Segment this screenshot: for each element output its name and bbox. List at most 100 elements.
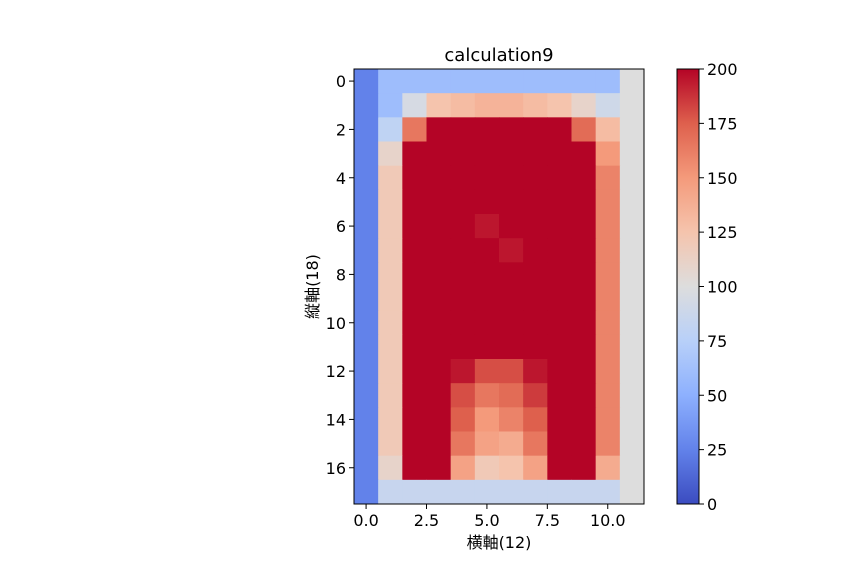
heatmap-cell xyxy=(619,93,645,118)
heatmap-cell xyxy=(354,165,379,191)
heatmap-cell xyxy=(523,117,548,142)
heatmap-cell xyxy=(402,479,427,505)
heatmap-cell xyxy=(571,93,597,118)
heatmap-cell xyxy=(523,383,548,408)
x-tick-label: 7.5 xyxy=(535,511,560,530)
heatmap-cell xyxy=(354,431,379,457)
heatmap-cell xyxy=(619,479,645,505)
heatmap-cell xyxy=(571,334,597,360)
heatmap-cell xyxy=(426,141,452,167)
heatmap-cell xyxy=(619,431,645,457)
heatmap-cell xyxy=(499,310,524,336)
heatmap-cell xyxy=(619,455,645,481)
heatmap-cell xyxy=(571,141,597,167)
heatmap-cell xyxy=(499,141,524,167)
heatmap-cell xyxy=(571,165,597,191)
heatmap-cell xyxy=(619,334,645,360)
heatmap-cell xyxy=(499,286,524,312)
heatmap-cell xyxy=(523,479,548,505)
heatmap-cell xyxy=(402,455,427,481)
heatmap-cell xyxy=(426,117,452,142)
heatmap-cell xyxy=(402,431,427,457)
heatmap-cell xyxy=(523,69,548,94)
heatmap-cell xyxy=(426,238,452,263)
heatmap-cell xyxy=(426,214,452,239)
heatmap-cell xyxy=(523,189,548,215)
heatmap-cell xyxy=(474,455,500,481)
heatmap-cell xyxy=(450,383,476,408)
heatmap-cell xyxy=(619,189,645,215)
heatmap-cell xyxy=(595,141,621,167)
heatmap-cell xyxy=(571,455,597,481)
x-axis-label: 横軸(12) xyxy=(467,533,532,552)
x-tick-label: 10.0 xyxy=(590,511,626,530)
y-tick-label: 4 xyxy=(336,169,346,188)
heatmap-cell xyxy=(595,407,621,432)
heatmap-cell xyxy=(402,117,427,142)
heatmap-cell xyxy=(523,93,548,118)
heatmap-cell xyxy=(426,479,452,505)
heatmap-cell xyxy=(450,286,476,312)
heatmap-cell xyxy=(354,286,379,312)
heatmap-cell xyxy=(547,262,572,287)
heatmap-cell xyxy=(571,238,597,263)
heatmap-cell xyxy=(547,383,572,408)
heatmap-cell xyxy=(354,479,379,505)
heatmap-cell xyxy=(547,189,572,215)
heatmap-cell xyxy=(499,359,524,384)
heatmap-cell xyxy=(619,141,645,167)
x-axis: 0.0 2.5 5.0 7.5 10.0 xyxy=(353,504,626,530)
colorbar-tick-label: 200 xyxy=(707,60,738,79)
heatmap-cell xyxy=(402,334,427,360)
heatmap-cell xyxy=(547,359,572,384)
chart-title: calculation9 xyxy=(444,45,553,66)
heatmap-cell xyxy=(547,334,572,360)
heatmap-cell xyxy=(474,141,500,167)
heatmap-cell xyxy=(595,165,621,191)
heatmap-cell xyxy=(378,262,403,287)
heatmap-cell xyxy=(474,93,500,118)
colorbar-tick-label: 100 xyxy=(707,278,738,297)
heatmap-cell xyxy=(619,359,645,384)
heatmap-cell xyxy=(547,479,572,505)
heatmap-cell xyxy=(450,455,476,481)
heatmap-cell xyxy=(354,189,379,215)
heatmap-cell xyxy=(426,359,452,384)
heatmap-cell xyxy=(354,93,379,118)
heatmap-cell xyxy=(595,189,621,215)
heatmap-cell xyxy=(474,165,500,191)
heatmap-cell xyxy=(499,238,524,263)
heatmap-cell xyxy=(450,359,476,384)
colorbar-tick-label: 0 xyxy=(707,495,717,514)
heatmap-cell xyxy=(378,310,403,336)
heatmap-cell xyxy=(450,69,476,94)
heatmap-cell xyxy=(378,141,403,167)
heatmap-cell xyxy=(426,93,452,118)
x-tick-label: 2.5 xyxy=(414,511,439,530)
heatmap-cell xyxy=(378,479,403,505)
heatmap-cell xyxy=(571,310,597,336)
heatmap-cell xyxy=(595,286,621,312)
heatmap-cell xyxy=(595,455,621,481)
heatmap-cell xyxy=(571,286,597,312)
y-tick-label: 0 xyxy=(336,72,346,91)
heatmap-cell xyxy=(523,214,548,239)
heatmap-cell xyxy=(450,93,476,118)
heatmap-cell xyxy=(354,455,379,481)
heatmap-cell xyxy=(402,214,427,239)
heatmap-cell xyxy=(547,431,572,457)
heatmap-cell xyxy=(619,262,645,287)
colorbar-tick-label: 150 xyxy=(707,169,738,188)
heatmap-cell xyxy=(571,214,597,239)
heatmap-cell xyxy=(378,359,403,384)
heatmap-cell xyxy=(450,407,476,432)
heatmap-cell xyxy=(426,286,452,312)
heatmap-cell xyxy=(571,431,597,457)
heatmap-cells xyxy=(354,69,645,505)
heatmap-cell xyxy=(426,334,452,360)
heatmap-cell xyxy=(354,359,379,384)
heatmap-cell xyxy=(571,383,597,408)
heatmap-cell xyxy=(523,431,548,457)
heatmap-cell xyxy=(523,165,548,191)
